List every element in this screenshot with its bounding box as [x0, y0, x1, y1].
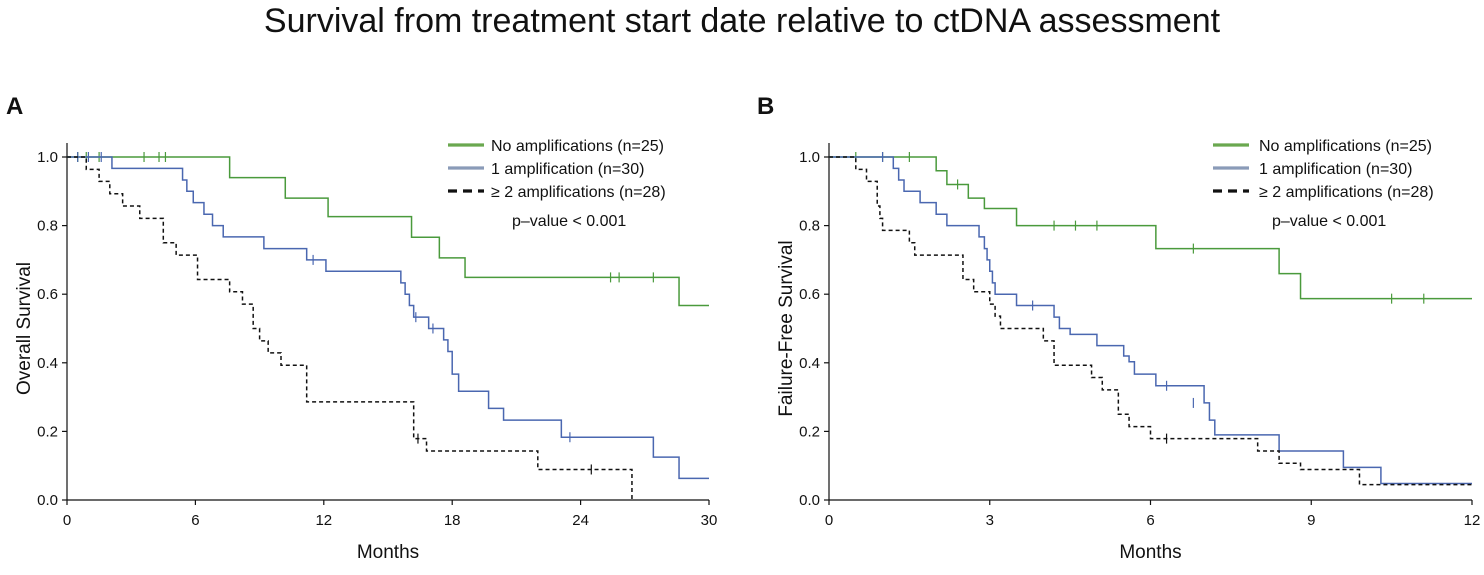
- panel-a-x-tick-label: 24: [572, 512, 589, 529]
- figure-title: Survival from treatment start date relat…: [263, 2, 1221, 40]
- panel-a-x-tick-label: 30: [701, 512, 718, 529]
- panel-a-y-tick-label: 0.0: [37, 492, 58, 509]
- panel-b-y-tick-label: 0.4: [799, 355, 820, 372]
- panel-a-x-tick-label: 18: [444, 512, 461, 529]
- panel-b-series-2-curve: [829, 156, 1472, 486]
- panel-a-series-1-curve: [67, 156, 709, 480]
- panel-b-legend-label-0: No amplifications (n=25): [1259, 138, 1432, 155]
- panel-b-x-axis-title: Months: [1119, 542, 1181, 563]
- panel-a-label: A: [6, 93, 24, 120]
- panel-a-series-2-curve: [67, 156, 633, 500]
- panel-b-x-tick-label: 9: [1307, 512, 1315, 529]
- panel-a-y-tick-label: 0.8: [37, 218, 58, 235]
- panel-a-y-axis-title: Overall Survival: [14, 262, 35, 395]
- panel-a-y-tick-label: 1.0: [37, 149, 58, 166]
- panel-b-y-tick-label: 0.6: [799, 286, 820, 303]
- panel-b-y-axis-title: Failure-Free Survival: [776, 240, 797, 416]
- panel-b-legend-label-2: ≥ 2 amplifications (n=28): [1259, 184, 1434, 201]
- panel-a-p-value: p–value < 0.001: [512, 213, 626, 230]
- panel-a-y-tick-label: 0.6: [37, 286, 58, 303]
- panel-a-y-tick-label: 0.2: [37, 423, 58, 440]
- panel-b-x-tick-label: 0: [825, 512, 833, 529]
- panel-b-label: B: [757, 93, 775, 120]
- panel-b-x-tick-label: 12: [1464, 512, 1481, 529]
- panel-a-y-tick-label: 0.4: [37, 355, 58, 372]
- panel-a-legend-label-1: 1 amplification (n=30): [491, 161, 644, 178]
- panel-a-x-tick-label: 0: [63, 512, 71, 529]
- panel-a-x-tick-label: 6: [191, 512, 199, 529]
- panel-a-x-tick-label: 12: [315, 512, 332, 529]
- panel-a-plot: 0 6 12 18 24 30 0.0 0.2 0.4 0.6 0.8 1.0 Months Overal…: [14, 138, 717, 563]
- panel-b-y-tick-label: 1.0: [799, 149, 820, 166]
- panel-a-x-axis-title: Months: [357, 542, 419, 563]
- panel-b-x-tick-label: 6: [1146, 512, 1154, 529]
- panel-b-x-tick-label: 3: [986, 512, 994, 529]
- panel-a-legend-label-0: No amplifications (n=25): [491, 138, 664, 155]
- panel-b-y-tick-label: 0.0: [799, 492, 820, 509]
- panel-a-legend-label-2: ≥ 2 amplifications (n=28): [491, 184, 666, 201]
- panel-b-plot: 0 3 6 9 12 0.0 0.2 0.4 0.6 0.8 1.0 Months Failure-Fr…: [776, 138, 1480, 563]
- panel-b-y-tick-label: 0.2: [799, 423, 820, 440]
- panel-b-series-1-curve: [829, 156, 1472, 485]
- panel-b-y-tick-label: 0.8: [799, 218, 820, 235]
- panel-b-series-0-curve: [829, 156, 1472, 300]
- panel-b-p-value: p–value < 0.001: [1272, 213, 1386, 230]
- panel-a-series-0-curve: [67, 156, 709, 307]
- panel-b-legend-label-1: 1 amplification (n=30): [1259, 161, 1412, 178]
